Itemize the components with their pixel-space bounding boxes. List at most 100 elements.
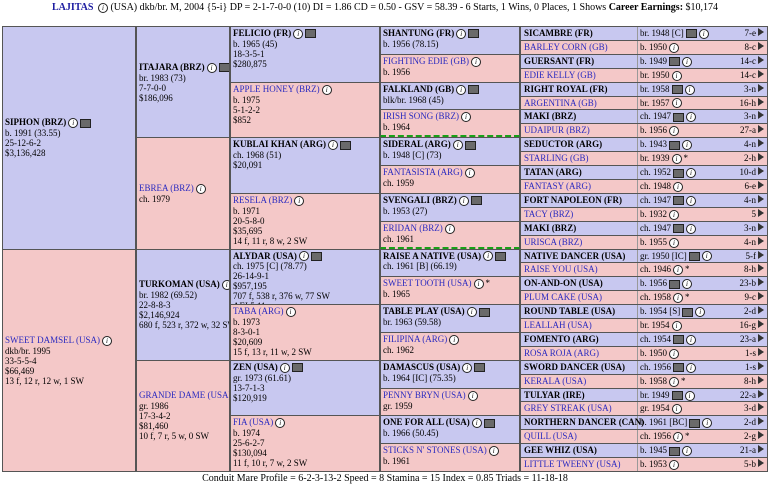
horse-name-link[interactable]: PENNY BRYN (USA) [383, 389, 466, 400]
stats-icon[interactable] [669, 446, 680, 456]
horse-name-link[interactable]: TABA (ARG) [233, 306, 284, 317]
stats-icon[interactable] [474, 363, 486, 373]
expand-arrow-icon[interactable] [758, 403, 766, 412]
stats-icon[interactable] [340, 140, 352, 150]
info-icon[interactable]: i [686, 223, 696, 234]
expand-arrow-icon[interactable] [758, 180, 766, 189]
expand-arrow-icon[interactable] [758, 361, 766, 370]
horse-name-link[interactable]: RAISE YOU (USA) [524, 264, 598, 275]
info-icon[interactable]: i [456, 28, 467, 39]
horse-name-link[interactable]: URISCA (BRZ) [524, 236, 583, 247]
horse-name-link[interactable]: RIGHT ROYAL (FR) [524, 83, 608, 94]
horse-name-link[interactable]: FILIPINA (ARG) [383, 333, 448, 344]
horse-name-link[interactable]: SWEET DAMSEL (USA) [5, 334, 100, 345]
info-icon[interactable]: i [470, 56, 481, 67]
horse-name-link[interactable]: GRANDE DAME (USA) [139, 390, 230, 401]
horse-name-link[interactable]: GREY STREAK (USA) [524, 403, 612, 414]
horse-name-link[interactable]: SICAMBRE (FR) [524, 28, 593, 38]
expand-arrow-icon[interactable] [758, 236, 766, 245]
expand-arrow-icon[interactable] [758, 278, 766, 287]
info-icon[interactable]: i [456, 84, 467, 95]
stats-icon[interactable] [671, 391, 683, 400]
info-icon[interactable]: i [467, 390, 478, 401]
info-icon[interactable]: i [669, 376, 679, 387]
stats-icon[interactable] [468, 29, 480, 39]
expand-arrow-icon[interactable] [758, 28, 766, 36]
info-icon[interactable]: i [682, 446, 692, 457]
stats-icon[interactable] [478, 307, 490, 317]
horse-name-link[interactable]: RESELA (BRZ) [233, 194, 293, 205]
horse-name-link[interactable]: LEALLAH (USA) [524, 320, 592, 331]
info-icon[interactable]: i [684, 84, 695, 95]
info-icon[interactable]: i [669, 237, 679, 248]
horse-name-link[interactable]: STICKS N' STONES (USA) [383, 445, 487, 456]
horse-name-link[interactable]: APPLE HONEY (BRZ) [233, 83, 320, 94]
stats-icon[interactable] [291, 363, 303, 373]
info-icon[interactable]: i [68, 118, 79, 129]
stats-icon[interactable] [669, 140, 680, 150]
info-icon[interactable]: i [671, 404, 682, 415]
info-icon[interactable]: i [682, 279, 692, 290]
horse-name-link[interactable]: PLUM CAKE (USA) [524, 292, 603, 303]
info-icon[interactable]: i [701, 251, 712, 262]
horse-name-link[interactable]: NATIVE DANCER (USA) [524, 250, 626, 261]
horse-name-link[interactable]: SWORD DANCER (USA) [524, 361, 626, 372]
info-icon[interactable]: i [686, 334, 696, 345]
stats-icon[interactable] [689, 418, 701, 428]
info-icon[interactable]: i [695, 307, 706, 318]
info-icon[interactable]: i [488, 446, 499, 457]
horse-name-link[interactable]: STARLING (GB) [524, 153, 589, 164]
expand-arrow-icon[interactable] [758, 320, 766, 329]
info-icon[interactable]: i [673, 265, 683, 276]
expand-arrow-icon[interactable] [758, 292, 766, 301]
horse-name-link[interactable]: ROSA ROJA (ARG) [524, 347, 600, 358]
stats-icon[interactable] [305, 29, 317, 39]
horse-name-link[interactable]: TABLE PLAY (USA) [383, 306, 465, 317]
horse-name-link[interactable]: ERIDAN (BRZ) [383, 222, 443, 233]
expand-arrow-icon[interactable] [758, 431, 766, 440]
horse-name-link[interactable]: SWEET TOOTH (USA) [383, 278, 472, 289]
horse-name-link[interactable]: EBREA (BRZ) [139, 182, 194, 193]
expand-arrow-icon[interactable] [758, 208, 766, 217]
info-icon[interactable]: i [483, 251, 494, 262]
stats-icon[interactable] [673, 196, 684, 206]
info-icon[interactable]: i [698, 28, 709, 39]
stats-icon[interactable] [310, 251, 322, 261]
info-icon[interactable]: i [452, 140, 463, 151]
info-icon[interactable]: i [669, 348, 679, 359]
expand-arrow-icon[interactable] [758, 41, 766, 50]
expand-arrow-icon[interactable] [758, 417, 766, 426]
info-icon[interactable]: i [686, 362, 696, 373]
horse-name-link[interactable]: ALYDAR (USA) [233, 250, 297, 261]
info-icon[interactable]: i [673, 293, 683, 304]
horse-name-link[interactable]: SEDUCTOR (ARG) [524, 139, 603, 150]
stats-icon[interactable] [688, 251, 700, 261]
info-icon[interactable]: i [682, 140, 692, 151]
stats-icon[interactable] [669, 57, 680, 67]
horse-name-link[interactable]: QUILL (USA) [524, 431, 577, 442]
horse-name-link[interactable]: GUERSANT (FR) [524, 55, 595, 66]
expand-arrow-icon[interactable] [758, 125, 766, 134]
expand-arrow-icon[interactable] [758, 97, 766, 106]
info-icon[interactable]: i [471, 418, 482, 429]
info-icon[interactable]: i [686, 195, 696, 206]
info-icon[interactable]: i [669, 42, 679, 53]
info-icon[interactable]: i [684, 390, 695, 401]
expand-arrow-icon[interactable] [758, 194, 766, 203]
horse-name-link[interactable]: ARGENTINA (GB) [524, 97, 597, 108]
horse-name-link[interactable]: MAKI (BRZ) [524, 111, 577, 122]
info-icon[interactable]: i [298, 251, 309, 262]
info-icon[interactable]: i [466, 307, 477, 318]
horse-name-link[interactable]: SHANTUNG (FR) [383, 28, 455, 38]
stats-icon[interactable] [669, 279, 680, 289]
info-icon[interactable]: i [102, 335, 112, 346]
horse-name-link[interactable]: UDAIPUR (BRZ) [524, 125, 590, 136]
horse-name-link[interactable]: RAISE A NATIVE (USA) [383, 250, 482, 261]
stats-icon[interactable] [218, 63, 229, 73]
info-icon[interactable]: i [279, 362, 290, 373]
expand-arrow-icon[interactable] [758, 333, 766, 342]
stats-icon[interactable] [468, 85, 480, 95]
expand-arrow-icon[interactable] [758, 347, 766, 356]
horse-name-link[interactable]: FANTASY (ARG) [524, 180, 592, 191]
info-icon[interactable]: i [671, 320, 682, 331]
